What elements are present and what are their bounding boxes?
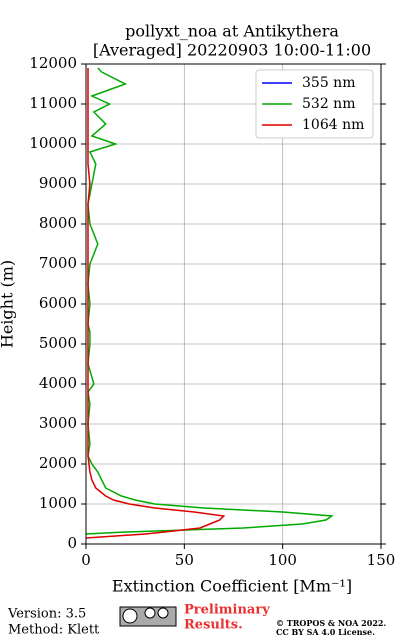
y-tick-label: 10000 [29,134,77,152]
x-tick-label: 0 [81,551,91,569]
copyright: CC BY SA 4.0 License. [276,627,375,637]
series-line [85,68,226,539]
version: Version: 3.5 [7,607,86,622]
copyright: © TROPOS & NOA 2022. [276,618,386,628]
x-tick-label: 150 [367,551,396,569]
preliminary-note: Preliminary [184,603,270,618]
y-tick-label: 9000 [39,174,77,192]
y-tick-label: 1000 [39,494,77,512]
chart-subtitle: [Averaged] 20220903 10:00-11:00 [93,41,371,60]
license-logo [119,606,177,627]
y-tick-label: 3000 [39,414,77,432]
y-tick-label: 11000 [29,94,77,112]
legend-label: 532 nm [302,96,355,112]
chart-title: pollyxt_noa at Antikythera [125,22,339,41]
y-tick-label: 12000 [29,54,77,72]
x-axis-label: Extinction Coefficient [Mm⁻¹] [112,577,352,596]
method: Method: Klett [8,623,100,638]
y-axis-label: Height (m) [0,260,17,348]
y-tick-label: 2000 [39,454,77,472]
x-tick-label: 50 [175,551,194,569]
y-tick-label: 6000 [39,294,77,312]
y-tick-label: 4000 [39,374,77,392]
legend-box [255,69,374,139]
y-tick-label: 0 [67,534,77,552]
legend-label: 355 nm [302,75,355,91]
plot-frame [85,63,382,545]
y-tick-label: 8000 [39,214,77,232]
legend-label: 1064 nm [302,117,364,133]
x-tick-label: 100 [268,551,297,569]
preliminary-note: Results. [184,618,243,633]
y-tick-label: 7000 [39,254,77,272]
y-tick-label: 5000 [39,334,77,352]
